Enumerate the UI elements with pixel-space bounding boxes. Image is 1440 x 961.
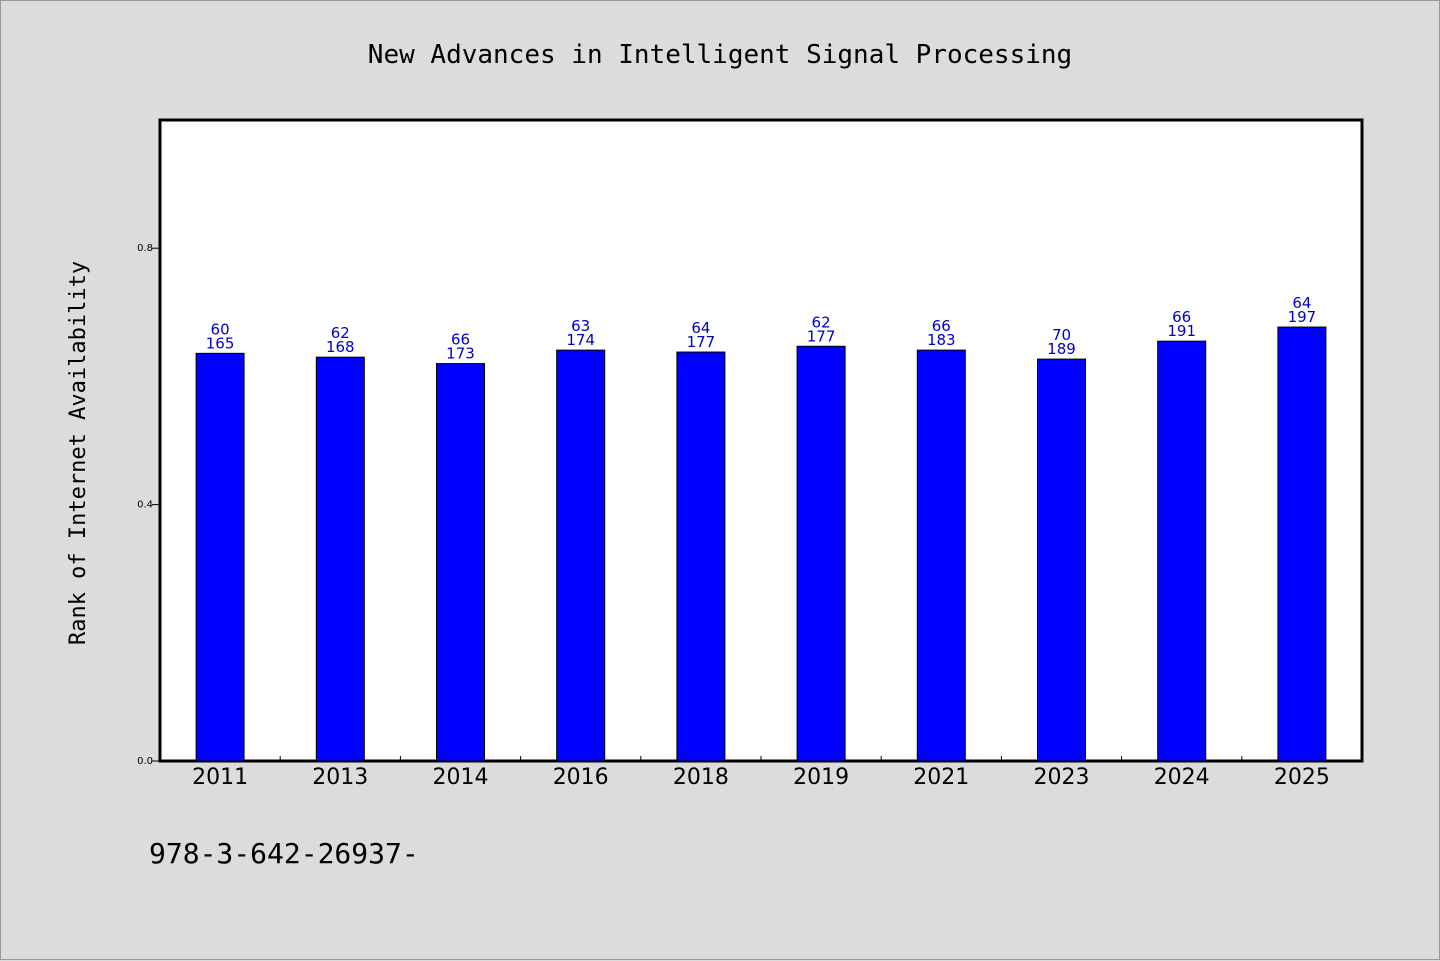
data-label-top: 64: [691, 319, 710, 337]
bar: [556, 349, 606, 762]
data-label-bottom: 168: [326, 338, 355, 356]
bar: [195, 352, 245, 762]
bar: [436, 363, 485, 762]
x-tick-label: 2014: [433, 765, 489, 790]
x-tick-label: 2021: [913, 765, 969, 790]
data-label-bottom: 197: [1288, 308, 1317, 326]
x-tick-label: 2019: [793, 765, 849, 790]
x-tick-label: 2025: [1274, 765, 1330, 790]
bar: [676, 351, 726, 762]
data-label-bottom: 177: [687, 333, 716, 351]
data-label-bottom: 191: [1167, 322, 1196, 340]
data-label-bottom: 165: [206, 334, 235, 352]
y-tick-label: 0.4: [137, 500, 153, 511]
bar: [1277, 326, 1327, 762]
data-label-bottom: 174: [566, 331, 595, 349]
data-label-top: 66: [1172, 308, 1191, 326]
data-label-top: 62: [331, 324, 350, 342]
bar: [1157, 340, 1207, 762]
x-tick-label: 2016: [553, 765, 609, 790]
data-label-bottom: 173: [446, 345, 475, 363]
x-tick-label: 2013: [312, 765, 368, 790]
x-tick-label: 2023: [1034, 765, 1090, 790]
y-tick-label: 0.0: [137, 756, 153, 767]
x-tick-label: 2018: [673, 765, 729, 790]
chart-title: New Advances in Intelligent Signal Proce…: [368, 40, 1072, 70]
y-axis-label: Rank of Internet Availability: [66, 261, 91, 645]
data-label-top: 63: [571, 317, 590, 335]
footer-isbn: 978-3-642-26937-: [149, 837, 419, 870]
chart-marks: 0.00.40.81656020111686220131736620141746…: [137, 243, 1330, 790]
data-label-top: 60: [211, 320, 230, 338]
bar: [916, 349, 966, 762]
x-tick-label: 2011: [192, 765, 248, 790]
data-label-top: 64: [1292, 294, 1311, 312]
data-label-top: 62: [812, 313, 831, 331]
x-tick-label: 2024: [1154, 765, 1210, 790]
bar: [796, 345, 846, 762]
bar: [1037, 358, 1086, 762]
data-label-bottom: 177: [807, 327, 836, 345]
data-label-top: 66: [932, 317, 951, 335]
data-label-bottom: 183: [927, 331, 956, 349]
y-tick-label: 0.8: [137, 243, 153, 254]
bar: [315, 356, 365, 762]
data-label-bottom: 189: [1047, 340, 1076, 358]
data-label-top: 70: [1052, 326, 1071, 344]
data-label-top: 66: [451, 331, 470, 349]
